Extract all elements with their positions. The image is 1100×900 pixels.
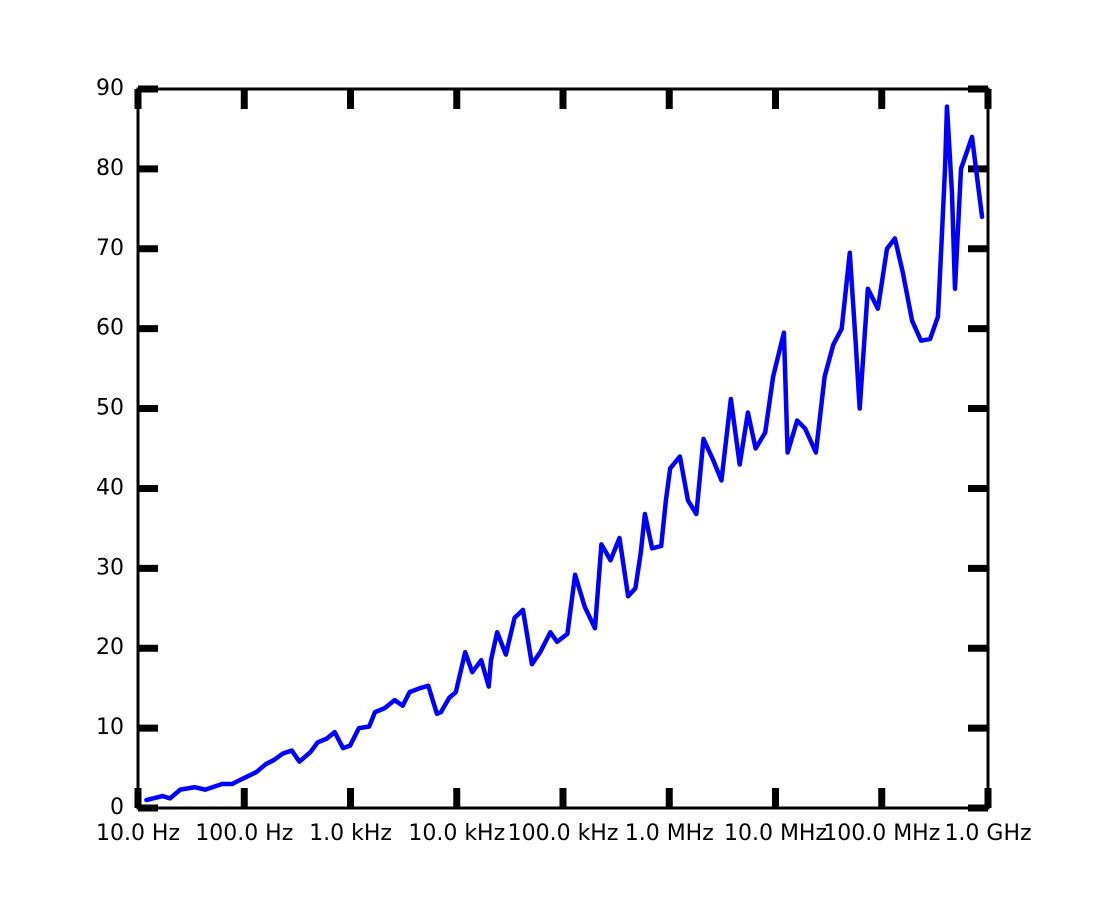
x-tick-label: 10.0 kHz: [408, 821, 505, 846]
data-line: [144, 104, 985, 803]
x-tick-label: 1.0 GHz: [944, 821, 1031, 846]
y-tick-label: 70: [96, 236, 124, 261]
y-tick-label: 0: [110, 795, 124, 820]
x-tick-label: 100.0 kHz: [508, 821, 619, 846]
y-tick-label: 10: [96, 715, 124, 740]
x-tick-label: 10.0 MHz: [724, 821, 827, 846]
y-tick-label: 60: [96, 316, 124, 341]
y-tick-label: 50: [96, 396, 124, 421]
y-tick-label: 40: [96, 475, 124, 500]
x-tick-label: 100.0 MHz: [823, 821, 940, 846]
x-tick-label: 10.0 Hz: [96, 821, 180, 846]
plot-frame: [136, 87, 990, 810]
x-tick-label: 1.0 MHz: [625, 821, 714, 846]
y-tick-label: 20: [96, 635, 124, 660]
x-tick-label: 100.0 Hz: [195, 821, 293, 846]
y-tick-label: 80: [96, 156, 124, 181]
y-tick-label: 30: [96, 555, 124, 580]
x-tick-label: 1.0 kHz: [309, 821, 392, 846]
y-tick-label: 90: [96, 76, 124, 101]
